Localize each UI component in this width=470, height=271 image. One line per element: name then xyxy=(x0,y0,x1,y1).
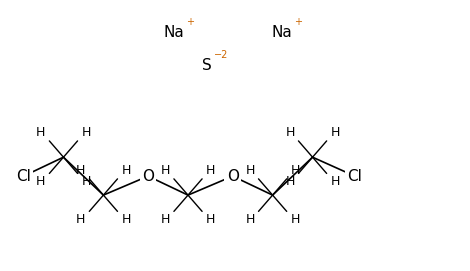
Text: O: O xyxy=(227,169,239,184)
Text: H: H xyxy=(206,164,215,177)
Text: H: H xyxy=(206,213,215,226)
Text: O: O xyxy=(142,169,154,184)
Text: H: H xyxy=(76,164,86,177)
Text: H: H xyxy=(76,213,86,226)
Text: +: + xyxy=(186,17,195,27)
Text: +: + xyxy=(294,17,303,27)
Text: H: H xyxy=(330,126,340,139)
Text: Na: Na xyxy=(272,25,292,40)
Text: H: H xyxy=(245,213,255,226)
Text: H: H xyxy=(161,213,170,226)
Text: H: H xyxy=(285,126,295,139)
Text: H: H xyxy=(81,175,91,188)
Text: Cl: Cl xyxy=(16,169,31,184)
Text: H: H xyxy=(121,213,131,226)
Text: H: H xyxy=(81,126,91,139)
Text: Cl: Cl xyxy=(347,169,362,184)
Text: −2: −2 xyxy=(214,50,228,60)
Text: H: H xyxy=(36,175,46,188)
Text: S: S xyxy=(202,57,212,73)
Text: H: H xyxy=(285,175,295,188)
Text: H: H xyxy=(245,164,255,177)
Text: H: H xyxy=(161,164,170,177)
Text: H: H xyxy=(330,175,340,188)
Text: Na: Na xyxy=(164,25,184,40)
Text: H: H xyxy=(290,213,300,226)
Text: H: H xyxy=(290,164,300,177)
Text: H: H xyxy=(36,126,46,139)
Text: H: H xyxy=(121,164,131,177)
